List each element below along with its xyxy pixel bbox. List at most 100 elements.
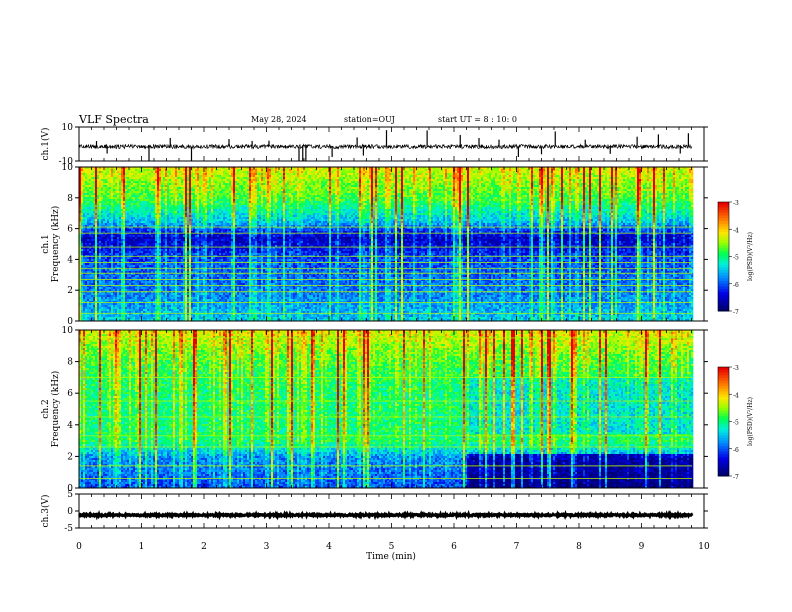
spectrogram-cell [133, 191, 136, 194]
spectrogram-cell [193, 215, 196, 218]
spectrogram-cell [85, 287, 88, 290]
spectrogram-cell [105, 213, 108, 216]
spectrogram-cell [157, 173, 160, 176]
spectrogram-cell [151, 257, 154, 260]
spectrogram-cell [89, 253, 92, 256]
spectrogram-cell [125, 209, 128, 212]
spectrogram-cell [159, 257, 162, 260]
spectrogram-cell [141, 215, 144, 218]
spectrogram-cell [141, 237, 144, 240]
spectrogram-cell [157, 267, 160, 270]
spectrogram-cell [87, 277, 90, 280]
spectrogram-cell [149, 309, 152, 312]
spectrogram-cell [105, 279, 108, 282]
spectrogram-cell [125, 177, 128, 180]
spectrogram-cell [161, 287, 164, 290]
spectrogram-cell [109, 241, 112, 244]
spectrogram-cell [185, 273, 188, 276]
spectrogram-cell [95, 289, 98, 292]
spectrogram-cell [79, 185, 82, 188]
spectrogram-cell [197, 277, 200, 280]
spectrogram-cell [203, 201, 206, 204]
spectrogram-cell [125, 263, 128, 266]
spectrogram-cell [107, 311, 110, 314]
spectrogram-cell [177, 281, 180, 284]
spectrogram-cell [95, 209, 98, 212]
spectrogram-cell [183, 237, 186, 240]
spectrogram-cell [127, 219, 130, 222]
spectrogram-cell [157, 287, 160, 290]
spectrogram-cell [113, 271, 116, 274]
spectrogram-cell [175, 265, 178, 268]
spectrogram-cell [197, 237, 200, 240]
spectrogram-cell [149, 197, 152, 200]
spectrogram-cell [97, 177, 100, 180]
spectrogram-cell [129, 201, 132, 204]
spectrogram-cell [201, 317, 204, 320]
spectrogram-cell [137, 177, 140, 180]
spectrogram-cell [91, 213, 94, 216]
spectrogram-cell [85, 247, 88, 250]
spectrogram-cell [161, 219, 164, 222]
spectrogram-cell [157, 319, 160, 322]
spectrogram-cell [187, 217, 190, 220]
spectrogram-cell [187, 293, 190, 296]
spectrogram-cell [107, 263, 110, 266]
spectrogram-cell [91, 293, 94, 296]
spectrogram-cell [91, 231, 94, 234]
spectrogram-cell [149, 227, 152, 230]
spectrogram-cell [91, 297, 94, 300]
spectrogram-cell [203, 277, 206, 280]
spectrogram-cell [81, 285, 84, 288]
spectrogram-cell [179, 299, 182, 302]
spectrogram-cell [195, 207, 198, 210]
spectrogram-cell [193, 235, 196, 238]
spectrogram-cell [135, 209, 138, 212]
spectrogram-cell [197, 187, 200, 190]
spectrogram-cell [85, 211, 88, 214]
spectrogram-cell [87, 167, 90, 170]
spectrogram-cell [199, 305, 202, 308]
spectrogram-cell [105, 229, 108, 232]
spectrogram-cell [131, 277, 134, 280]
spectrogram-cell [119, 195, 122, 198]
spectrogram-cell [139, 225, 142, 228]
spectrogram-cell [157, 199, 160, 202]
spectrogram-cell [161, 203, 164, 206]
spectrogram-cell [107, 229, 110, 232]
spectrogram-cell [185, 315, 188, 318]
spectrogram-cell [87, 287, 90, 290]
spectrogram-cell [83, 189, 86, 192]
spectrogram-cell [191, 289, 194, 292]
spectrogram-cell [137, 227, 140, 230]
spectrogram-cell [149, 179, 152, 182]
spectrogram-cell [199, 199, 202, 202]
spectrogram-cell [133, 175, 136, 178]
spectrogram-cell [109, 307, 112, 310]
spectrogram-cell [193, 251, 196, 254]
spectrogram-cell [187, 299, 190, 302]
spectrogram-cell [89, 297, 92, 300]
spectrogram-cell [109, 235, 112, 238]
spectrogram-cell [85, 317, 88, 320]
spectrogram-cell [201, 251, 204, 254]
spectrogram-cell [151, 197, 154, 200]
spectrogram-cell [137, 281, 140, 284]
spectrogram-cell [97, 313, 100, 316]
spectrogram-cell [81, 263, 84, 266]
spectrogram-cell [129, 189, 132, 192]
spectrogram-cell [175, 303, 178, 306]
spectrogram-cell [173, 175, 176, 178]
spectrogram-cell [145, 319, 148, 322]
spectrogram-cell [155, 231, 158, 234]
spectrogram-cell [115, 251, 118, 254]
spectrogram-cell [165, 313, 168, 316]
spectrogram-cell [125, 201, 128, 204]
spectrogram-cell [203, 193, 206, 196]
spectrogram-cell [109, 203, 112, 206]
spectrogram-cell [177, 233, 180, 236]
spectrogram-cell [87, 267, 90, 270]
spectrogram-cell [79, 265, 82, 268]
spectrogram-cell [85, 269, 88, 272]
spectrogram-cell [165, 259, 168, 262]
